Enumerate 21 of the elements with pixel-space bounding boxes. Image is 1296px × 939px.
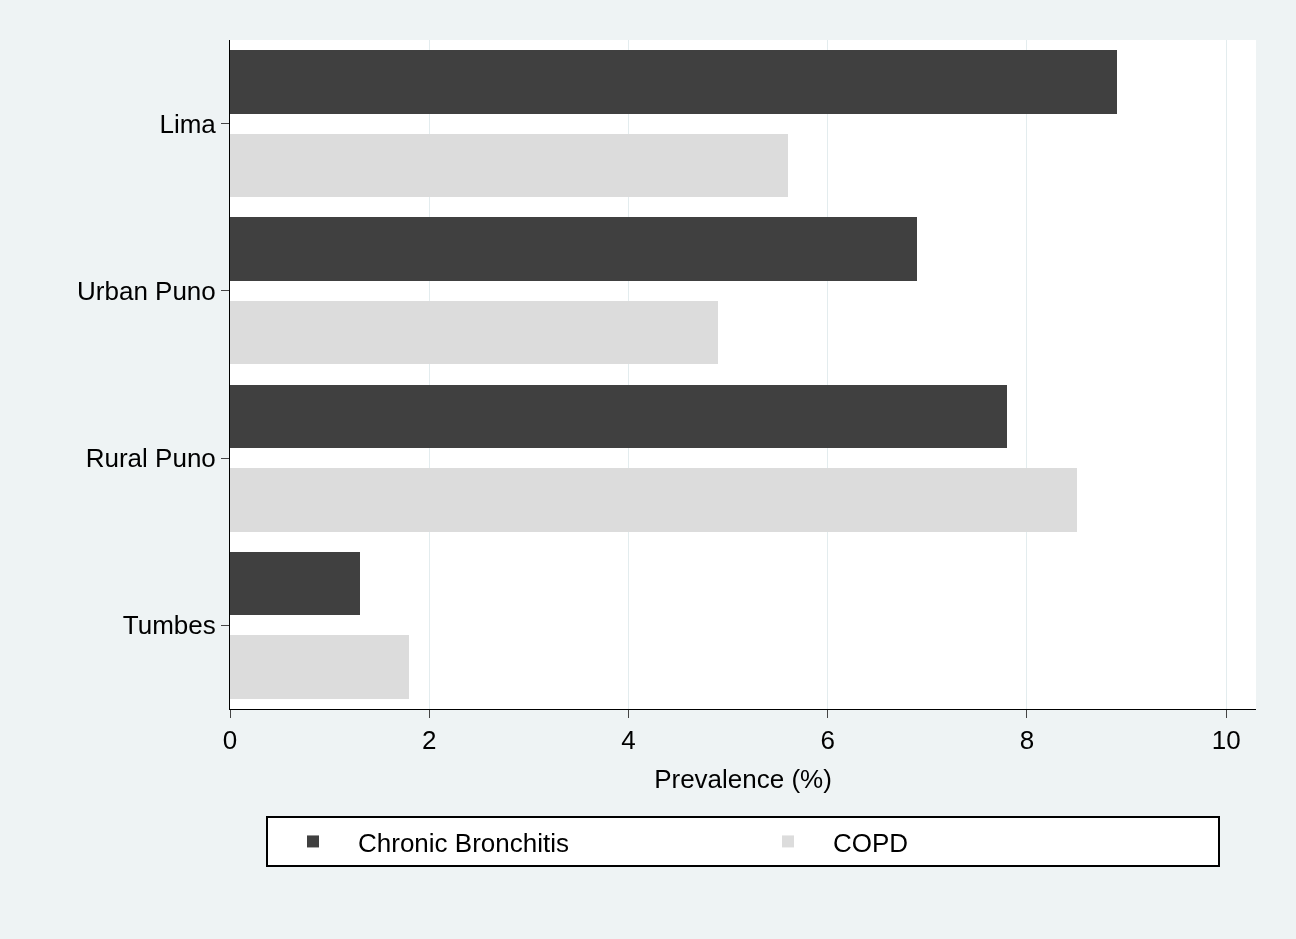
y-tick-label: Lima (159, 108, 217, 139)
x-tick-label: 0 (222, 725, 238, 756)
y-tick-label: Tumbes (122, 610, 216, 641)
bar (230, 134, 788, 197)
x-axis-title: Prevalence (%) (654, 763, 832, 794)
legend-label: COPD (833, 827, 909, 858)
bar (230, 50, 1117, 114)
y-tick-label: Rural Puno (85, 443, 216, 474)
x-tick-label: 8 (1019, 725, 1035, 756)
bar (230, 217, 917, 281)
x-tick-label: 10 (1211, 725, 1241, 756)
x-tick-label: 2 (421, 725, 437, 756)
bar (230, 552, 360, 615)
bar (230, 385, 1007, 448)
x-tick-label: 4 (621, 725, 636, 756)
legend-label: Chronic Bronchitis (358, 827, 569, 858)
bar (230, 635, 409, 699)
x-tick-label: 6 (820, 725, 835, 756)
bar (230, 468, 1077, 532)
bar (230, 301, 718, 364)
y-tick-label: Urban Puno (77, 275, 216, 306)
